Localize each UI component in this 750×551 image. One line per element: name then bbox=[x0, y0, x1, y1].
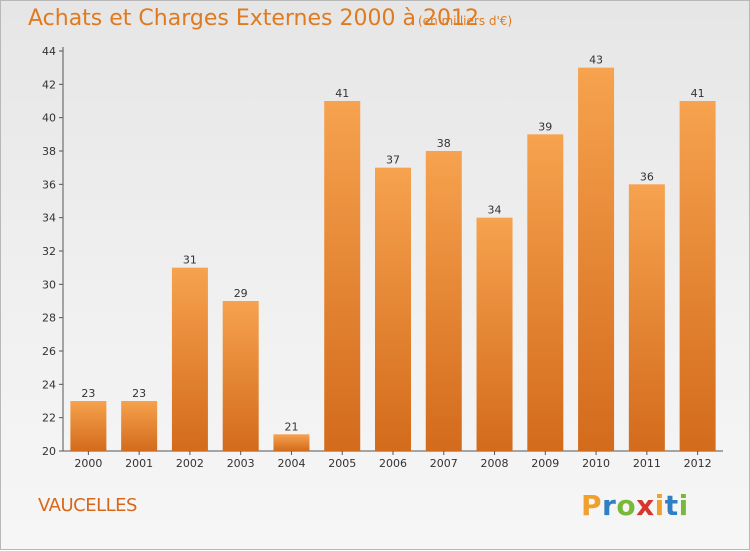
logo-letter: i bbox=[678, 489, 689, 522]
chart-labels: 2000 23 2001 23 2002 31 2003 29 2004 21 2005 41 2006… bbox=[74, 54, 711, 470]
x-tick-label: 2005 bbox=[328, 457, 356, 470]
bar-2011 bbox=[628, 184, 665, 452]
x-tick-label: 2006 bbox=[379, 457, 407, 470]
logo-letter: P bbox=[581, 489, 603, 522]
bar-2006 bbox=[375, 167, 411, 451]
bar-2005 bbox=[324, 101, 361, 451]
data-label-2007: 38 bbox=[437, 137, 451, 150]
bar-2002 bbox=[171, 267, 208, 451]
bar-2007 bbox=[425, 151, 462, 451]
bar-2008 bbox=[476, 217, 513, 451]
data-label-2000: 23 bbox=[81, 387, 95, 400]
x-tick-label: 2004 bbox=[277, 457, 305, 470]
x-tick-label: 2000 bbox=[74, 457, 102, 470]
x-tick-label: 2010 bbox=[582, 457, 610, 470]
bar-2010 bbox=[578, 67, 615, 452]
chart-bars bbox=[70, 67, 716, 452]
data-label-2006: 37 bbox=[386, 154, 400, 167]
x-tick-label: 2001 bbox=[125, 457, 153, 470]
data-label-2004: 21 bbox=[284, 420, 298, 433]
data-label-2010: 43 bbox=[589, 54, 603, 67]
chart-title: Achats et Charges Externes 2000 à 2012 bbox=[28, 6, 479, 31]
x-tick-label: 2008 bbox=[481, 457, 509, 470]
y-tick-label: 34 bbox=[42, 212, 56, 225]
y-tick-label: 24 bbox=[42, 378, 56, 391]
logo-letter: o bbox=[616, 489, 637, 522]
data-label-2011: 36 bbox=[640, 170, 654, 183]
logo-letter: i bbox=[654, 489, 665, 522]
y-tick-label: 32 bbox=[42, 245, 56, 258]
data-label-2005: 41 bbox=[335, 87, 349, 100]
y-tick-label: 44 bbox=[42, 45, 56, 58]
commune-name: VAUCELLES bbox=[38, 495, 137, 516]
y-tick-label: 20 bbox=[42, 445, 56, 458]
bar-2000 bbox=[70, 401, 107, 451]
y-tick-label: 30 bbox=[42, 278, 56, 291]
data-label-2009: 39 bbox=[538, 120, 552, 133]
y-tick-label: 26 bbox=[42, 345, 56, 358]
bar-2001 bbox=[121, 401, 158, 451]
y-tick-label: 38 bbox=[42, 145, 56, 158]
y-tick-label: 22 bbox=[42, 412, 56, 425]
x-tick-label: 2012 bbox=[684, 457, 712, 470]
bar-2003 bbox=[222, 301, 259, 451]
x-tick-label: 2011 bbox=[633, 457, 661, 470]
y-tick-label: 40 bbox=[42, 112, 56, 125]
data-label-2003: 29 bbox=[234, 287, 248, 300]
y-tick-label: 42 bbox=[42, 78, 56, 91]
y-tick-label: 28 bbox=[42, 312, 56, 325]
proxiti-logo: Proxiti bbox=[581, 489, 689, 522]
data-label-2002: 31 bbox=[183, 254, 197, 267]
x-tick-label: 2002 bbox=[176, 457, 204, 470]
bar-2004 bbox=[273, 434, 310, 451]
chart-axes: 20 22 24 26 28 30 32 34 36 38 40 42 44 bbox=[42, 45, 723, 458]
data-label-2001: 23 bbox=[132, 387, 146, 400]
x-tick-label: 2003 bbox=[227, 457, 255, 470]
logo-letter: t bbox=[664, 489, 679, 522]
logo-letter: x bbox=[636, 489, 655, 522]
x-tick-label: 2009 bbox=[531, 457, 559, 470]
data-label-2012: 41 bbox=[691, 87, 705, 100]
bar-2009 bbox=[527, 134, 564, 452]
logo-letter: r bbox=[602, 489, 617, 522]
data-label-2008: 34 bbox=[488, 204, 502, 217]
chart-unit-subtitle: (en milliers d'€) bbox=[418, 14, 513, 28]
bar-2012 bbox=[679, 101, 716, 451]
x-tick-label: 2007 bbox=[430, 457, 458, 470]
y-tick-label: 36 bbox=[42, 178, 56, 191]
